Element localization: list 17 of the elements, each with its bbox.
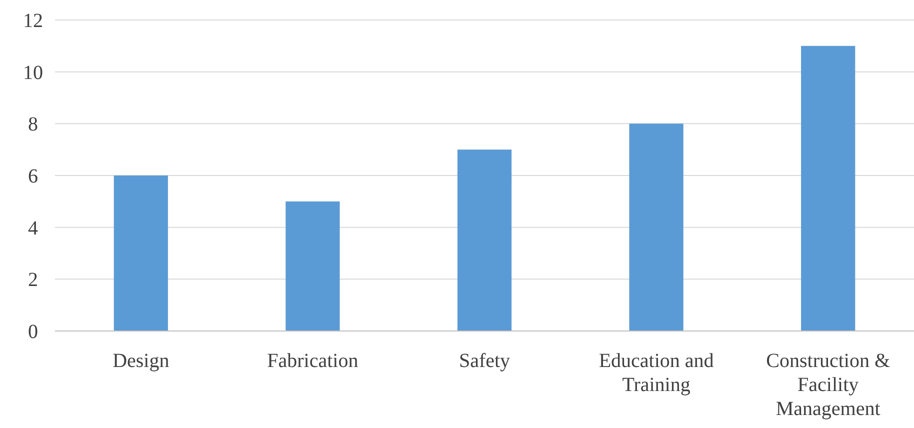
x-tick-label: Fabrication (267, 350, 358, 372)
bar (629, 124, 684, 331)
y-tick-label: 4 (28, 217, 38, 240)
y-tick-label: 6 (28, 166, 38, 188)
x-tick-label: Construction & Facility Management (766, 350, 890, 420)
y-tick-label: 8 (28, 114, 38, 136)
bar (457, 150, 512, 331)
y-tick-label: 0 (28, 321, 38, 343)
bar (286, 201, 340, 331)
x-tick-label: Design (112, 350, 170, 372)
y-tick-label: 12 (23, 10, 43, 32)
y-tick-label: 10 (23, 62, 43, 84)
bar (114, 176, 168, 331)
x-tick-label: Education and Training (598, 350, 714, 396)
bar (801, 46, 856, 331)
y-tick-label: 2 (28, 269, 38, 292)
x-tick-label: Safety (458, 350, 510, 372)
